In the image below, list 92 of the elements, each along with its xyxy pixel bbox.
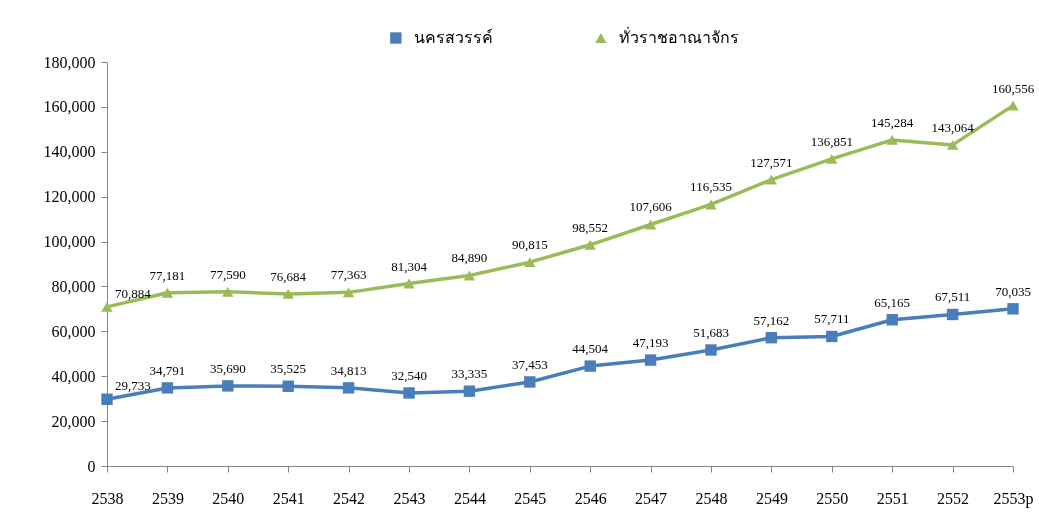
data-label: 57,711 [814,311,850,327]
y-tick-label: 120,000 [43,188,96,206]
x-tick-label: 2542 [333,489,366,507]
y-tick-label: 60,000 [51,322,96,340]
data-label: 76,684 [270,268,307,284]
point [524,257,536,268]
data-label: 160,556 [991,80,1035,96]
data-label: 70,884 [115,285,152,301]
data-label: 107,606 [629,199,673,215]
point [403,387,415,399]
y-tick-label: 0 [87,457,96,475]
point [342,382,355,394]
point [524,376,536,388]
legend-label: นครสวรรค์ [413,28,493,47]
point [644,354,657,366]
point [765,332,778,344]
point [222,380,234,392]
data-label: 44,504 [572,341,609,357]
point [282,288,294,299]
data-label: 145,284 [871,114,914,130]
legend-label: ทั่วราชอาณาจักร [618,26,739,47]
y-tick-label: 20,000 [51,412,96,430]
data-label: 98,552 [572,219,609,235]
data-label: 77,181 [149,267,186,283]
y-tick-label: 160,000 [43,98,96,116]
point [463,385,476,397]
point [101,301,113,312]
x-tick-label: 2541 [272,489,305,507]
data-label: 34,813 [330,362,367,378]
point [644,219,657,230]
data-label: 116,535 [690,179,732,195]
point [1007,100,1019,111]
x-tick-label: 2547 [635,489,668,507]
point [282,380,294,392]
point [161,287,174,298]
point [161,382,174,394]
y-tick-label: 40,000 [51,367,96,385]
data-label: 81,304 [391,258,428,274]
point [101,393,113,405]
data-label: 35,690 [209,360,246,376]
data-label: 47,193 [632,335,669,351]
point [886,134,898,145]
data-label: 34,791 [149,362,186,378]
y-tick-label: 100,000 [43,233,96,251]
data-label: 67,511 [934,289,971,305]
data-label: 127,571 [750,154,793,170]
point [705,344,717,356]
data-label: 51,683 [693,325,729,340]
x-tick-label: 2551 [876,489,909,507]
data-label: 90,815 [511,237,548,253]
x-tick-label: 2539 [151,489,184,507]
data-label: 29,733 [115,378,151,394]
point [403,278,415,289]
data-label: 65,165 [874,294,911,310]
x-tick-label: 2545 [514,489,547,507]
data-label: 33,335 [451,366,488,382]
point [826,330,838,343]
point [946,139,959,150]
point [826,153,838,164]
x-tick-label: 2552 [937,489,970,507]
x-tick-label: 2546 [574,489,607,507]
y-tick-label: 140,000 [43,143,96,161]
data-label: 57,162 [753,312,790,328]
point [584,239,596,250]
point [222,286,234,297]
point [705,199,717,210]
point [342,287,355,298]
x-tick-label: 2544 [453,489,486,507]
data-label: 37,453 [511,356,548,372]
x-tick-label: 2550 [816,489,849,507]
point [1007,303,1019,315]
x-tick-label: 2540 [212,489,245,507]
data-label: 143,064 [931,119,975,135]
point [946,308,959,321]
x-tick-label: 2548 [695,489,728,507]
point [886,314,898,326]
data-label: 84,890 [451,250,488,266]
y-tick-label: 180,000 [43,53,96,71]
point [765,174,778,185]
data-label: 77,590 [209,266,246,282]
data-label: 70,035 [995,283,1031,299]
x-tick-label: 2549 [755,489,788,507]
x-tick-label: 2538 [91,489,124,507]
data-label: 136,851 [810,133,853,149]
point [463,270,476,281]
x-tick-label: 2543 [393,489,426,507]
y-tick-label: 80,000 [51,277,96,295]
x-tick-label: 2553p [993,489,1034,508]
data-label: 35,525 [270,361,307,377]
data-label: 32,540 [391,367,427,383]
point [584,360,596,372]
data-label: 77,363 [330,267,367,283]
